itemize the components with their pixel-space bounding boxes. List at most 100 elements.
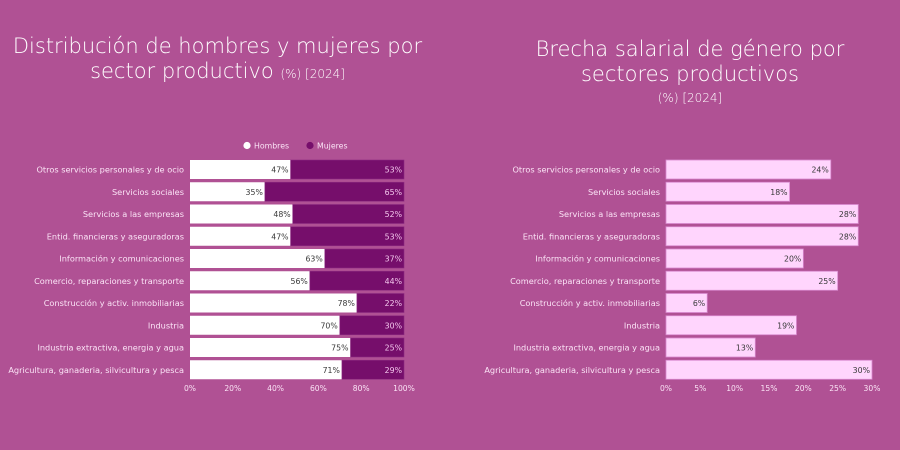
- value-label-hombres: 47%: [271, 232, 288, 241]
- value-label-mujeres: 29%: [385, 366, 402, 375]
- value-label-hombres: 71%: [323, 366, 340, 375]
- x-tick-label: 20%: [795, 384, 812, 393]
- category-label: Industria extractiva, energia y agua: [513, 343, 660, 353]
- bar-mujeres: [264, 181, 405, 202]
- x-tick-label: 25%: [829, 384, 846, 393]
- x-tick-label: 0%: [184, 384, 196, 393]
- bar-brecha: [665, 270, 839, 291]
- value-label-hombres: 63%: [305, 255, 322, 264]
- title-subtitle: (%) [2024]: [280, 67, 345, 81]
- bar-brecha: [665, 315, 797, 336]
- legend-marker-hombres: [243, 141, 251, 150]
- value-label-brecha: 28%: [839, 210, 856, 219]
- x-tick-label: 40%: [267, 384, 284, 393]
- bar-brecha: [665, 337, 756, 358]
- category-label: Otros servicios personales y de ocio: [36, 165, 184, 175]
- x-tick-label: 60%: [310, 384, 327, 393]
- bar-hombres: [190, 271, 310, 291]
- x-tick-label: 20%: [224, 384, 241, 393]
- value-label-brecha: 24%: [811, 166, 828, 175]
- title-line-1: Brecha salarial de género por: [535, 37, 845, 61]
- bar-hombres: [190, 249, 325, 268]
- category-label: Construcción y activ. inmobiliarias: [44, 298, 184, 308]
- category-label: Comercio, reparaciones y transporte: [34, 276, 184, 286]
- bar-hombres: [190, 226, 291, 246]
- legend-label-hombres: Hombres: [254, 142, 289, 151]
- category-label: Servicios sociales: [112, 187, 184, 197]
- bar-brecha: [665, 293, 708, 313]
- bar-brecha: [665, 248, 804, 269]
- value-label-brecha: 28%: [839, 232, 856, 241]
- value-label-mujeres: 44%: [385, 277, 402, 286]
- title-line-1: Distribución de hombres y mujeres por: [12, 34, 423, 58]
- bar-mujeres: [290, 159, 405, 180]
- category-label: Información y comunicaciones: [535, 254, 660, 264]
- bar-hombres: [190, 315, 340, 335]
- title-line-2: sectores productivos: [580, 62, 800, 86]
- bar-hombres: [190, 338, 351, 357]
- value-label-hombres: 75%: [331, 344, 348, 353]
- category-label: Agricultura, ganaderia, silvicultura y p…: [484, 365, 660, 375]
- title-subtitle: (%) [2024]: [657, 91, 723, 105]
- value-label-mujeres: 25%: [385, 344, 402, 353]
- x-tick-label: 0%: [660, 384, 672, 393]
- value-label-hombres: 70%: [320, 321, 337, 330]
- value-label-hombres: 35%: [246, 188, 263, 197]
- value-label-mujeres: 65%: [385, 188, 402, 197]
- bar-mujeres: [292, 204, 405, 224]
- bar-hombres: [190, 204, 293, 224]
- value-label-mujeres: 53%: [385, 232, 402, 241]
- value-label-brecha: 18%: [770, 188, 787, 197]
- x-tick-label: 80%: [353, 384, 370, 393]
- category-label: Información y comunicaciones: [59, 254, 184, 264]
- bar-hombres: [190, 293, 357, 313]
- bar-brecha: [665, 359, 873, 380]
- bar-mujeres: [290, 226, 405, 247]
- bar-mujeres: [356, 293, 405, 313]
- category-label: Entid. financieras y aseguradoras: [47, 231, 184, 241]
- value-label-mujeres: 52%: [385, 210, 402, 219]
- x-tick-label: 10%: [726, 384, 743, 393]
- category-label: Servicios sociales: [588, 187, 660, 197]
- category-label: Servicios a las empresas: [83, 209, 184, 219]
- x-tick-label: 15%: [761, 384, 778, 393]
- chart-title-brecha: Brecha salarial de género por sectores p…: [480, 37, 900, 107]
- category-label: Entid. financieras y aseguradoras: [523, 231, 660, 241]
- category-label: Servicios a las empresas: [559, 209, 660, 219]
- value-label-mujeres: 53%: [385, 166, 402, 175]
- x-tick-label: 100%: [393, 384, 415, 393]
- value-label-mujeres: 37%: [385, 255, 402, 264]
- category-label: Agricultura, ganaderia, silvicultura y p…: [8, 365, 184, 375]
- x-tick-label: 30%: [864, 384, 881, 393]
- value-label-brecha: 13%: [736, 344, 753, 353]
- bar-mujeres: [339, 315, 405, 336]
- bar-brecha: [665, 226, 859, 247]
- value-label-hombres: 78%: [338, 299, 355, 308]
- bar-brecha: [665, 204, 859, 224]
- category-label: Industria: [148, 320, 184, 330]
- bar-mujeres: [324, 248, 405, 269]
- category-label: Industria extractiva, energia y agua: [37, 343, 184, 353]
- legend-label-mujeres: Mujeres: [317, 142, 348, 151]
- value-label-hombres: 47%: [271, 166, 288, 175]
- bar-brecha: [665, 181, 790, 202]
- chart-title-distribucion: Distribución de hombres y mujeres por se…: [0, 34, 435, 87]
- legend-marker-mujeres: [306, 141, 314, 150]
- category-label: Construcción y activ. inmobiliarias: [520, 298, 660, 308]
- value-label-brecha: 30%: [853, 366, 870, 375]
- category-label: Industria: [624, 320, 660, 330]
- x-tick-label: 5%: [694, 384, 706, 393]
- title-line-2: sector productivo: [90, 59, 274, 83]
- value-label-hombres: 56%: [290, 277, 307, 286]
- bar-hombres: [190, 360, 342, 380]
- value-label-brecha: 19%: [777, 321, 794, 330]
- value-label-hombres: 48%: [273, 210, 290, 219]
- value-label-brecha: 6%: [693, 299, 705, 308]
- bar-brecha: [665, 159, 832, 180]
- bar-mujeres: [309, 270, 405, 291]
- value-label-mujeres: 30%: [385, 321, 402, 330]
- bar-mujeres: [350, 337, 405, 358]
- category-label: Otros servicios personales y de ocio: [512, 165, 660, 175]
- bar-mujeres: [341, 359, 405, 380]
